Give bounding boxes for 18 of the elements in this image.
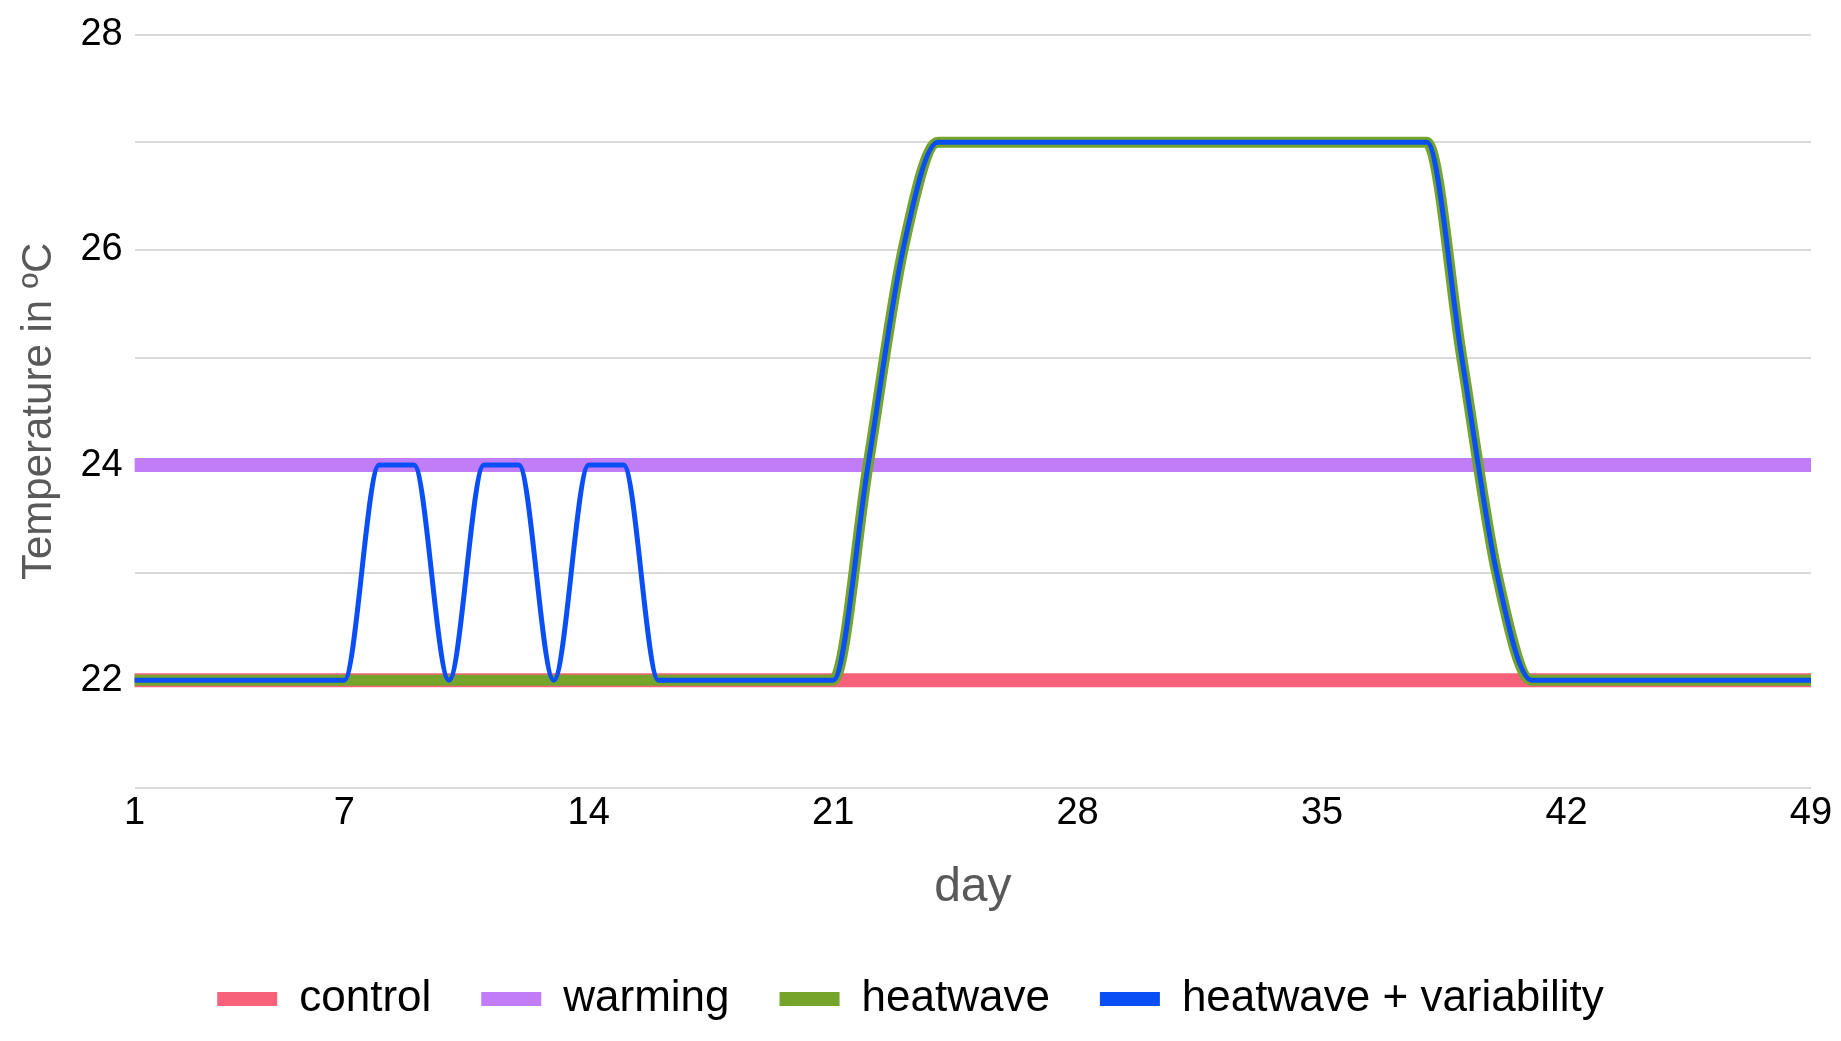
x-tick-label: 14 — [567, 790, 610, 833]
x-tick-label: 49 — [1789, 790, 1833, 833]
x-tick-label: 28 — [1056, 790, 1099, 833]
y-tick-label: 26 — [80, 226, 123, 269]
y-tick-label: 28 — [80, 11, 123, 54]
x-tick-label: 7 — [333, 790, 355, 833]
x-tick-label: 1 — [124, 790, 146, 833]
x-tick-label: 21 — [812, 790, 855, 833]
legend-label: warming — [562, 971, 730, 1021]
legend-label: control — [299, 971, 432, 1021]
y-tick-label: 24 — [80, 441, 123, 484]
x-tick-label: 42 — [1545, 790, 1588, 833]
x-tick-label: 35 — [1300, 790, 1344, 833]
legend-label: heatwave + variability — [1181, 971, 1604, 1021]
legend-label: heatwave — [861, 971, 1050, 1021]
y-axis-title: Temperature in ºC — [12, 242, 60, 581]
y-tick-label: 22 — [80, 656, 123, 699]
x-axis-title: day — [934, 858, 1012, 912]
